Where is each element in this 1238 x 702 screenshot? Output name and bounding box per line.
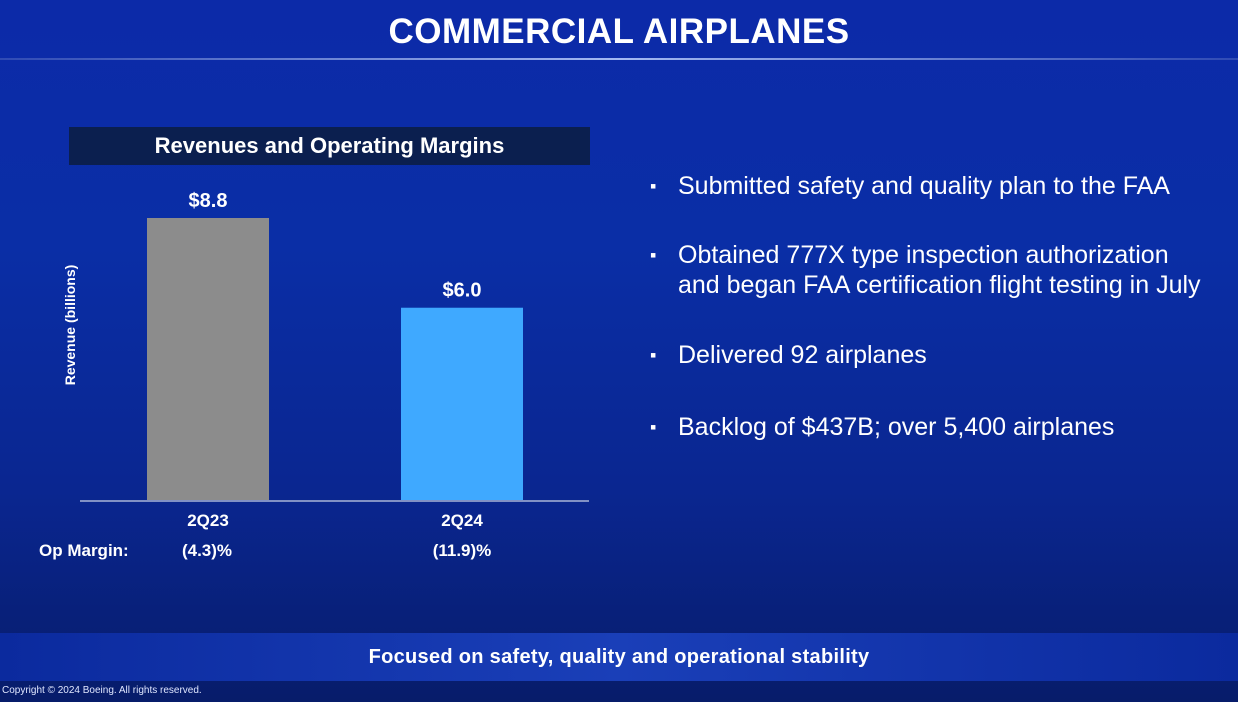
bar-2q24 (401, 307, 523, 500)
copyright-notice: Copyright © 2024 Boeing. All rights rese… (2, 685, 202, 696)
y-axis-label: Revenue (billions) (62, 265, 78, 386)
chart-title-text: Revenues and Operating Margins (154, 133, 505, 158)
revenue-bar-chart: Revenue (billions) $8.8 2Q23 $6.0 2Q24 (62, 190, 589, 530)
bullet-marker: ▪ (650, 345, 657, 365)
bullet-text: Backlog of $437B; over 5,400 airplanes (678, 413, 1115, 441)
op-margin-2q23: (4.3)% (181, 541, 233, 560)
bullet-marker: ▪ (650, 245, 657, 265)
data-label-2q23: $8.8 (189, 190, 228, 212)
bullet-text: Delivered 92 airplanes (678, 341, 927, 369)
bar-2q23 (147, 218, 269, 500)
data-label-2q24: $6.0 (443, 280, 482, 302)
footer-banner: Focused on safety, quality and operation… (0, 633, 1238, 681)
bullet-marker: ▪ (650, 417, 657, 437)
chart-title: Revenues and Operating Margins (69, 127, 590, 165)
bullet-item: ▪ Submitted safety and quality plan to t… (650, 171, 1238, 201)
x-tick-label-2q24: 2Q24 (441, 511, 483, 530)
bullet-text: Submitted safety and quality plan to the… (678, 172, 1170, 200)
slide-title: COMMERCIAL AIRPLANES (388, 12, 850, 51)
bullet-text: Obtained 777X type inspection authorizat… (678, 241, 1201, 299)
op-margin-2q24: (11.9)% (432, 541, 492, 560)
x-tick-label-2q23: 2Q23 (187, 511, 229, 530)
footer-text: Focused on safety, quality and operation… (368, 645, 870, 668)
bullet-marker: ▪ (650, 176, 657, 196)
bullet-item: ▪ Backlog of $437B; over 5,400 airplanes (650, 412, 1238, 442)
op-margin-label: Op Margin: (39, 541, 129, 560)
bullet-item: ▪ Delivered 92 airplanes (650, 340, 1238, 370)
title-divider (0, 58, 1238, 60)
bullet-item: ▪ Obtained 777X type inspection authoriz… (650, 240, 1238, 300)
